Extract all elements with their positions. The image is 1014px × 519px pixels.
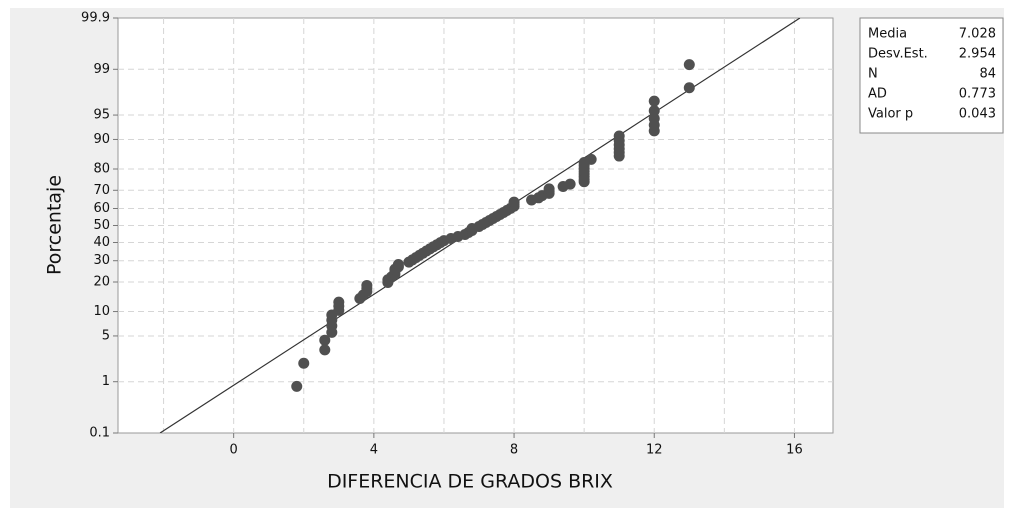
y-tick-label: 0.1: [89, 426, 110, 441]
y-tick-label: 60: [93, 201, 110, 216]
x-tick-label: 8: [510, 443, 518, 458]
stat-value: 7.028: [959, 27, 996, 42]
data-point: [508, 196, 520, 208]
stat-label: N: [868, 67, 878, 82]
data-point: [648, 95, 660, 107]
data-point: [392, 258, 404, 270]
stat-label: Media: [868, 27, 907, 42]
x-tick-label: 12: [646, 443, 663, 458]
stat-value: 0.773: [959, 87, 996, 102]
data-point: [585, 153, 597, 165]
data-point: [683, 59, 695, 71]
stat-value: 2.954: [959, 47, 996, 62]
y-tick-label: 95: [93, 108, 110, 123]
data-point: [564, 178, 576, 190]
y-tick-label: 20: [93, 275, 110, 290]
data-point: [319, 344, 331, 356]
y-tick-label: 99: [93, 62, 110, 77]
y-tick-label: 1: [102, 374, 110, 389]
y-tick-label: 70: [93, 183, 110, 198]
y-tick-label: 90: [93, 132, 110, 147]
y-tick-label: 50: [93, 218, 110, 233]
y-tick-label: 10: [93, 304, 110, 319]
stat-value: 84: [979, 67, 996, 82]
data-point: [333, 296, 345, 308]
stat-value: 0.043: [959, 107, 996, 122]
data-point: [683, 82, 695, 94]
plot-layer: [159, 18, 801, 433]
x-tick-label: 4: [370, 443, 378, 458]
data-point: [543, 183, 555, 195]
stats-box: [859, 17, 1004, 134]
y-tick-label: 5: [102, 328, 110, 343]
y-axis-label: Porcentaje: [44, 175, 66, 275]
y-tick-label: 40: [93, 235, 110, 250]
data-point: [361, 279, 373, 291]
x-axis-label: DIFERENCIA DE GRADOS BRIX: [327, 471, 613, 493]
data-point: [648, 105, 660, 117]
x-tick-label: 16: [786, 443, 803, 458]
stat-label: AD: [868, 87, 887, 102]
stat-label: Desv.Est.: [868, 47, 928, 62]
data-point: [298, 357, 310, 369]
stat-label: Valor p: [868, 107, 913, 122]
data-point: [648, 113, 660, 125]
data-point: [613, 130, 625, 142]
data-point: [291, 380, 303, 392]
y-tick-label: 99.9: [81, 11, 110, 26]
data-point: [319, 334, 331, 346]
y-tick-label: 80: [93, 161, 110, 176]
y-tick-label: 30: [93, 253, 110, 268]
x-tick-label: 0: [230, 443, 238, 458]
